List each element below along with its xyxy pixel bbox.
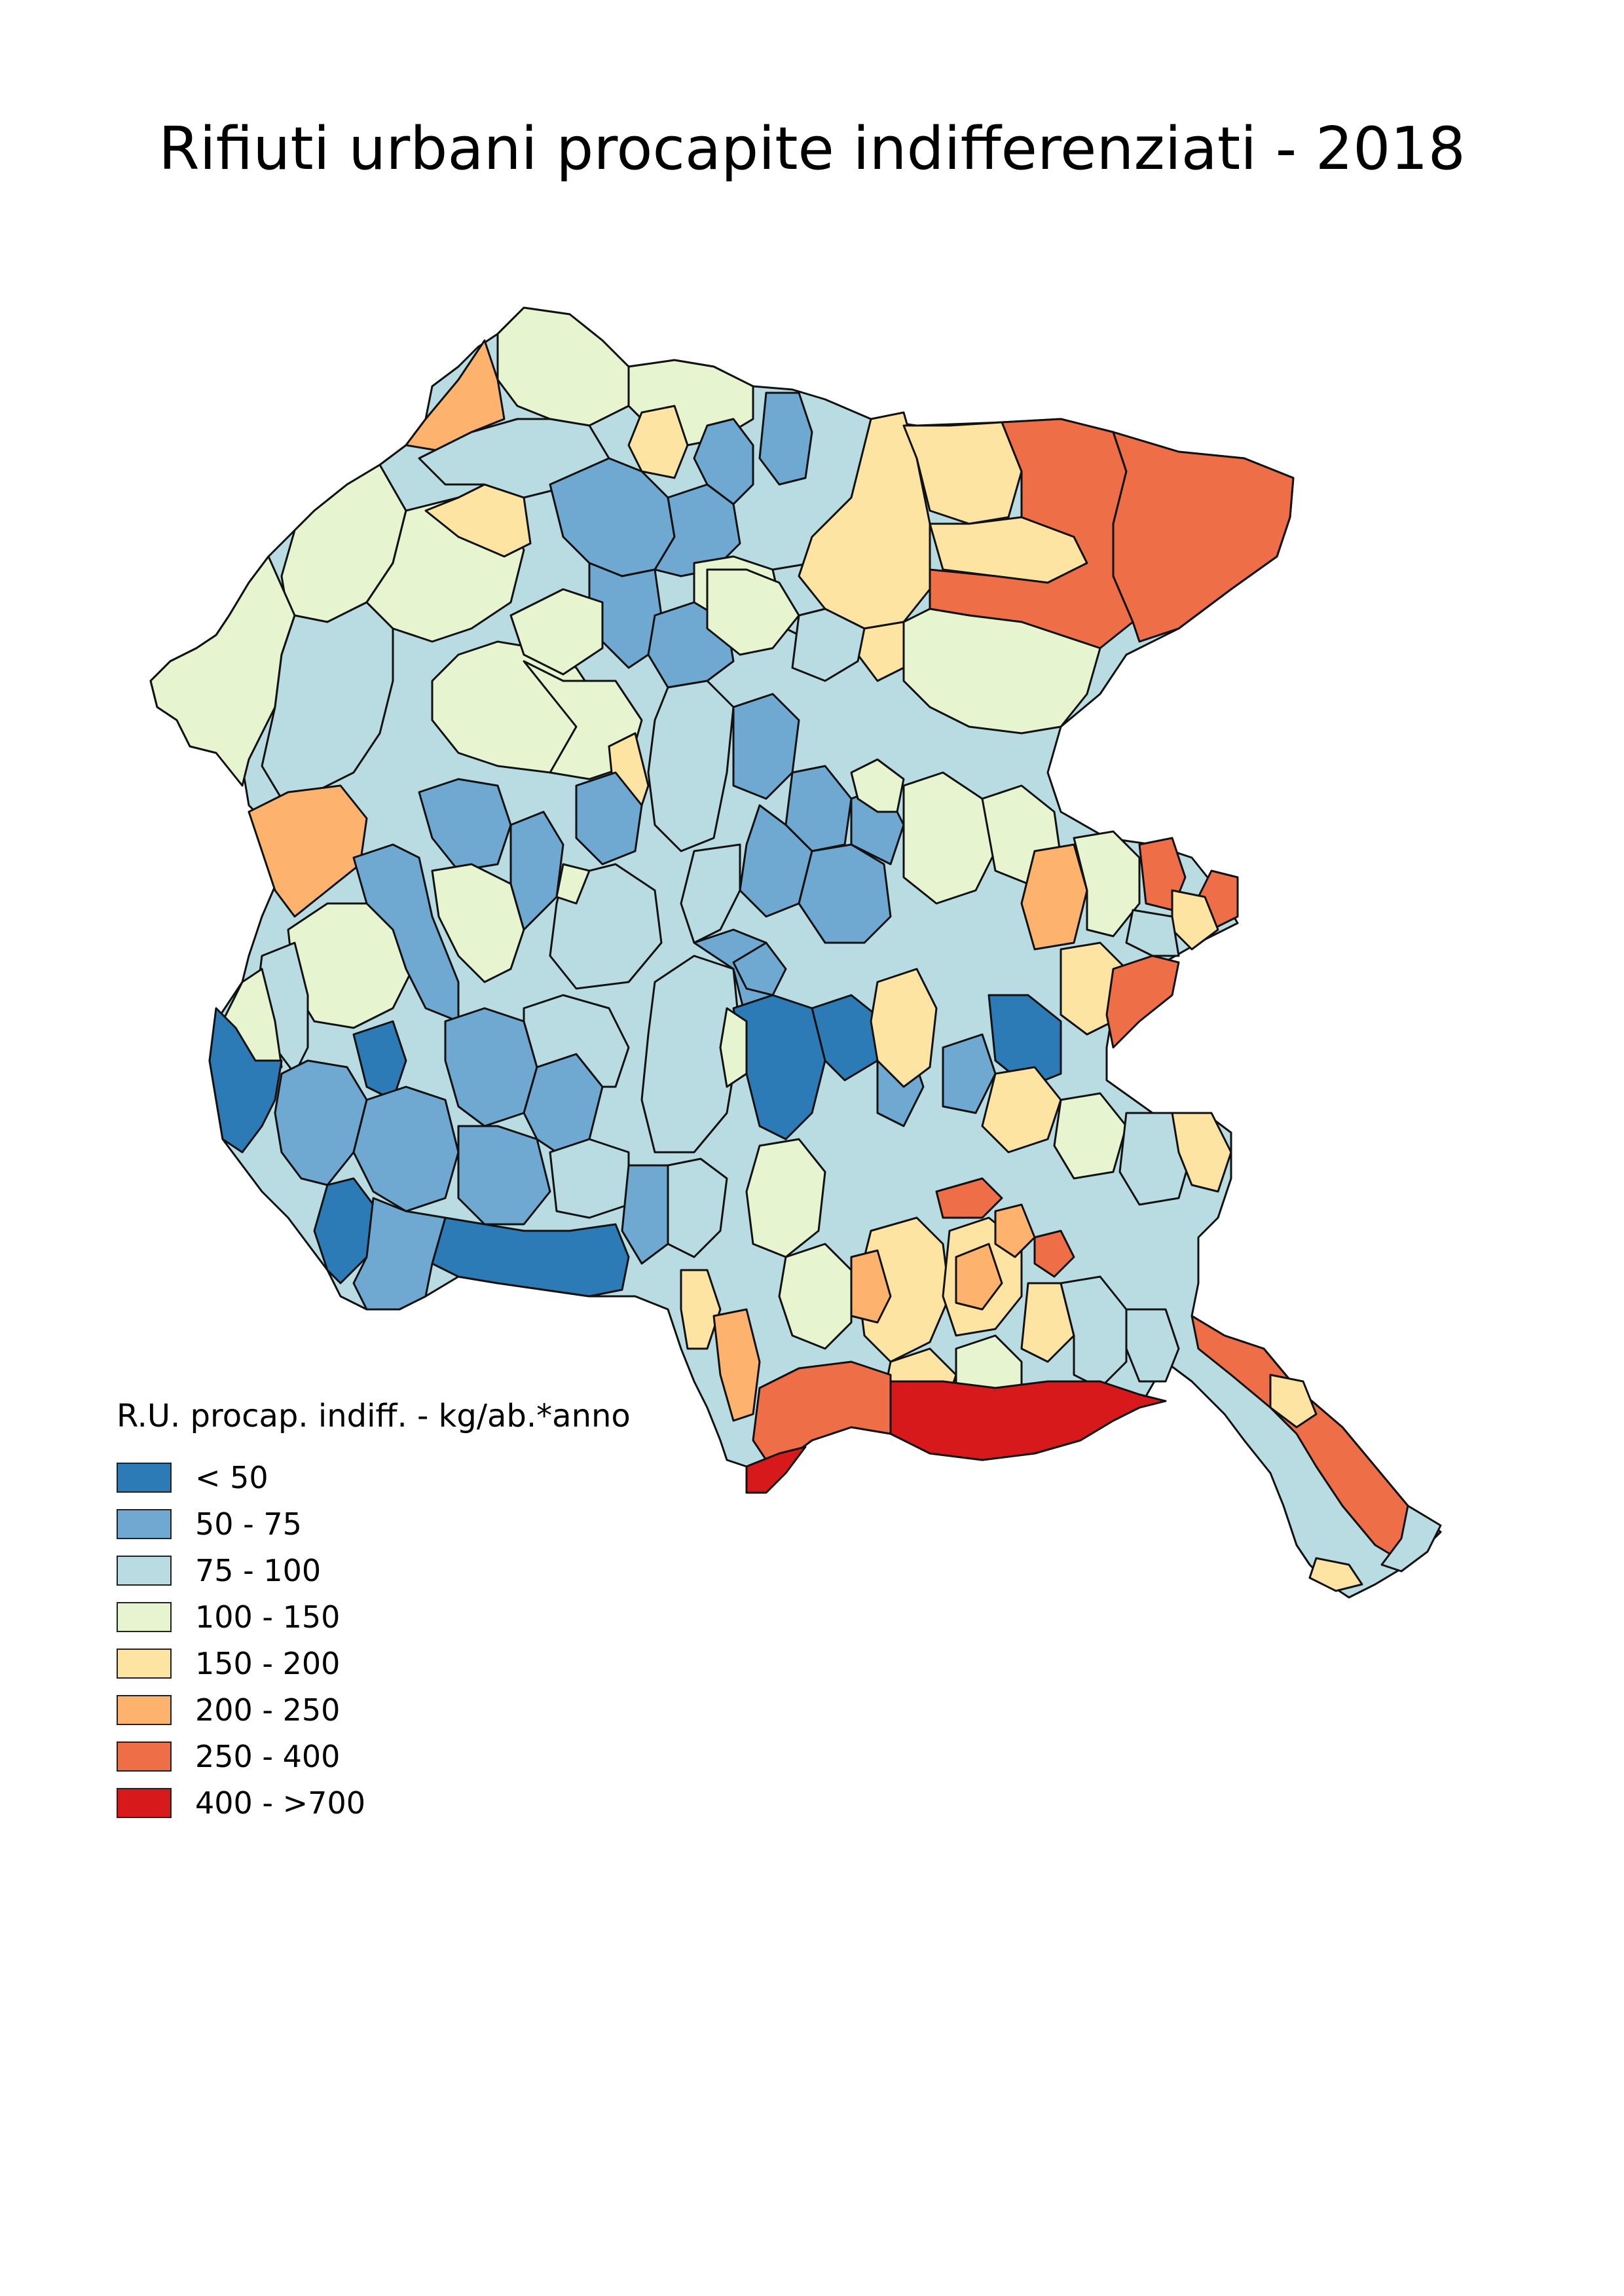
zone-w-7 xyxy=(418,778,512,872)
zone-c-8 xyxy=(640,955,741,1154)
legend-label: < 50 xyxy=(195,1459,268,1495)
zone-sw-3 xyxy=(352,1085,460,1212)
legend-item: 150 - 200 xyxy=(117,1640,706,1686)
zone-coast-4 xyxy=(1125,1308,1180,1383)
zone-ec-4 xyxy=(987,994,1062,1088)
legend-label: 50 - 75 xyxy=(195,1506,302,1542)
zone-w-8 xyxy=(431,863,525,983)
legend-swatch xyxy=(117,1462,172,1493)
map-title: Rifiuti urbani procapite indifferenziati… xyxy=(158,115,1466,183)
zone-n-1 xyxy=(424,483,532,558)
legend-item: 100 - 150 xyxy=(117,1594,706,1640)
zone-sc-9 xyxy=(1060,1275,1128,1389)
legend-item: 200 - 250 xyxy=(117,1686,706,1733)
zone-sw-1 xyxy=(352,1020,407,1101)
zone-c-1 xyxy=(647,680,735,852)
zone-c-4 xyxy=(739,804,813,918)
zone-ec-14 xyxy=(981,1066,1062,1154)
zone-ec-11 xyxy=(1105,955,1180,1049)
legend-label: 150 - 200 xyxy=(195,1645,341,1681)
legend-list: < 50 50 - 75 75 - 100 100 - 150 150 - 20… xyxy=(117,1454,706,1826)
legend-swatch xyxy=(117,1555,172,1586)
legend-swatch xyxy=(117,1694,172,1725)
legend-label: 400 - >700 xyxy=(195,1785,365,1821)
zone-sc-7 xyxy=(1033,1230,1075,1278)
zone-se-3 xyxy=(1380,1504,1442,1573)
zone-se-2 xyxy=(1269,1374,1318,1429)
zone-ec-12 xyxy=(1125,909,1180,957)
zone-sc-6 xyxy=(935,1177,1003,1219)
zone-ec-15 xyxy=(1053,1092,1128,1180)
zone-sw-8 xyxy=(313,1177,375,1285)
zone-ne-8 xyxy=(706,568,800,656)
zone-ec-1 xyxy=(902,771,997,905)
zone-se-4 xyxy=(1308,1557,1363,1592)
zone-sc-4 xyxy=(955,1243,1003,1311)
zone-ec-3 xyxy=(870,968,938,1088)
legend-item: 250 - 400 xyxy=(117,1733,706,1779)
zone-c-10 xyxy=(732,994,826,1140)
legend-item: 75 - 100 xyxy=(117,1547,706,1594)
zone-ec-5 xyxy=(1020,843,1088,951)
zone-w-5 xyxy=(208,1007,283,1154)
zone-sw-10 xyxy=(352,1197,447,1311)
legend-title: R.U. procap. indiff. - kg/ab.*anno xyxy=(117,1398,631,1434)
zone-sw-11 xyxy=(523,994,630,1088)
legend-item: 400 - >700 xyxy=(117,1779,706,1826)
zone-w-10 xyxy=(575,771,643,866)
zone-c-15 xyxy=(745,1138,826,1258)
legend-label: 250 - 400 xyxy=(195,1738,341,1774)
zone-sc-5 xyxy=(994,1203,1036,1258)
zone-coast-2 xyxy=(889,1380,1167,1461)
zone-sw-2 xyxy=(274,1059,368,1186)
zone-sw-9 xyxy=(431,1216,630,1298)
zone-sw-5 xyxy=(457,1125,551,1226)
zone-ec-13 xyxy=(942,1033,997,1114)
zone-cn-5 xyxy=(627,405,689,479)
zone-sw-7 xyxy=(549,1138,630,1219)
zone-sc-11 xyxy=(680,1269,722,1350)
zone-cn-3 xyxy=(693,418,754,505)
legend-swatch xyxy=(117,1648,172,1679)
legend-swatch xyxy=(117,1601,172,1632)
legend-item: 50 - 75 xyxy=(117,1501,706,1547)
legend-label: 75 - 100 xyxy=(195,1552,322,1588)
zone-coast-3 xyxy=(745,1446,807,1494)
zone-sc-8 xyxy=(1020,1282,1075,1363)
legend-swatch xyxy=(117,1741,172,1772)
zone-ec-17 xyxy=(1171,1112,1232,1193)
zone-c-16 xyxy=(850,758,905,813)
zone-w-12 xyxy=(555,863,591,905)
legend-label: 100 - 150 xyxy=(195,1599,341,1635)
legend-swatch xyxy=(117,1787,172,1818)
zone-w-1 xyxy=(248,784,368,918)
zone-c-13 xyxy=(719,1007,748,1088)
legend-item: < 50 xyxy=(117,1454,706,1501)
legend-swatch xyxy=(117,1508,172,1539)
zone-c-14 xyxy=(732,941,787,996)
zone-ne-5 xyxy=(1112,431,1295,643)
zone-sc-10 xyxy=(778,1243,853,1350)
legend-label: 200 - 250 xyxy=(195,1692,341,1728)
zone-coast-1 xyxy=(752,1360,892,1461)
zone-c-5 xyxy=(680,843,741,944)
zone-cn-4 xyxy=(758,392,813,486)
zone-ec-6 xyxy=(1073,830,1141,938)
zone-ne-2 xyxy=(902,421,1023,525)
zone-ne-9 xyxy=(791,608,866,682)
zone-cn-10 xyxy=(509,588,604,676)
zone-c-18 xyxy=(621,1164,669,1265)
zone-ne-6 xyxy=(902,608,1101,735)
zone-sc-12 xyxy=(712,1308,761,1422)
map-legend: R.U. procap. indiff. - kg/ab.*anno < 50 … xyxy=(117,1398,706,1826)
